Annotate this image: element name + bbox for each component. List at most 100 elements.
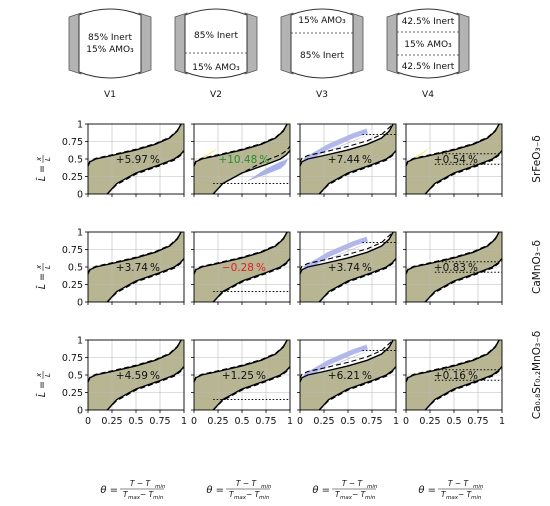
lower-modified-curve (318, 367, 397, 411)
x-tick-label: 0.5 (234, 416, 249, 427)
x-axis-label-den-sub: min (259, 495, 270, 501)
reactor-name: V1 (104, 90, 116, 100)
lower-modified-curve (424, 151, 503, 195)
x-axis-label-den-sub: min (153, 495, 164, 501)
y-tick-label: 0.25 (62, 172, 83, 183)
y-axis-label-den: L (44, 373, 52, 377)
chart-panel: −0.28 % (191, 231, 291, 305)
reactor-section-label: 15% AMO₃ (86, 45, 134, 55)
x-tick-label: 0.75 (149, 416, 170, 427)
efficiency-gain-label: +0.16 % (434, 370, 478, 382)
x-tick-label: 0.75 (361, 416, 382, 427)
upper-modified-curve (299, 231, 394, 271)
lower-modified-curve (212, 259, 291, 303)
x-tick-label: 0.5 (340, 416, 355, 427)
upper-modified-curve (405, 339, 500, 382)
x-axis-label-den-sub: max (128, 495, 141, 501)
lower-modified-curve (106, 151, 185, 195)
x-tick-label: 1 (287, 416, 293, 427)
y-tick-label: 0 (77, 406, 83, 417)
x-axis-label-den: − T (246, 490, 261, 499)
material-label: Ca₀.₈Sr₀.₂MnO₃₋δ (531, 331, 543, 419)
reactor-section-label: 85% Inert (300, 51, 344, 61)
lower-bound-curve (212, 366, 291, 411)
chart-panel: +3.74 % (297, 231, 397, 305)
y-tick-label: 0.75 (62, 353, 83, 364)
y-tick-label: 0.75 (62, 137, 83, 148)
reactor-side-left (386, 12, 400, 75)
reactor-section-label: 85% Inert (88, 33, 132, 43)
x-tick-label: 0.25 (419, 416, 440, 427)
y-axis-label-num: x (35, 264, 43, 270)
reactor-v1: 85% Inert 15% AMO₃ V1 (68, 8, 152, 100)
upper-bound-curve (299, 123, 394, 167)
upper-modified-curve (87, 123, 182, 166)
y-axis-label-lhs: L̄ = (36, 273, 48, 289)
material-label: CaMnO₃₋δ (531, 240, 543, 294)
reactor-side-left (280, 12, 294, 75)
x-tick-label: 0.25 (207, 416, 228, 427)
reactor-side-left (68, 12, 82, 75)
chart-panel: +0.83 % (403, 231, 503, 305)
reactor-v4: 42.5% Inert 15% AMO₃ 42.5% Inert V4 (386, 8, 470, 100)
efficiency-gain-label: +4.59 % (116, 370, 160, 382)
chart-panel: +0.54 % (403, 123, 503, 197)
x-tick-label: 1 (393, 416, 399, 427)
y-tick-label: 0.75 (62, 245, 83, 256)
reactor-side-right (456, 12, 470, 75)
chart-panel: +1.25 % 0 0.25 0.5 0.75 1 (191, 339, 293, 427)
efficiency-gain-label: +0.54 % (434, 154, 478, 166)
reactor-section-label: 15% AMO₃ (192, 63, 240, 73)
reactor-name: V3 (316, 90, 328, 100)
y-tick-label: 1 (77, 336, 83, 347)
upper-bound-curve (87, 231, 182, 275)
reactor-name: V2 (210, 90, 222, 100)
material-labels: SrFeO₃₋δ CaMnO₃₋δ Ca₀.₈Sr₀.₂MnO₃₋δ (531, 135, 543, 419)
lower-modified-curve (106, 259, 185, 303)
reactor-name: V4 (422, 90, 434, 100)
efficiency-gain-label: +0.83 % (434, 262, 478, 274)
x-tick-label: 0.25 (101, 416, 122, 427)
x-axis-label-num: T − T (448, 479, 470, 488)
x-axis-label-den-sub: max (234, 495, 247, 501)
x-axis-label-num-sub: min (367, 484, 378, 490)
lower-bound-curve (318, 258, 397, 303)
x-tick-label: 0 (191, 416, 197, 427)
x-axis-label-den-sub: max (446, 495, 459, 501)
lower-modified-curve (424, 367, 503, 411)
lower-bound-curve (212, 258, 291, 303)
efficiency-gain-label: +10.48 % (218, 154, 269, 166)
lower-bound-curve (106, 258, 185, 303)
upper-bound-curve (193, 339, 288, 383)
gain-region (246, 159, 289, 182)
x-axis-label-den: − T (140, 490, 155, 499)
x-axis-label-den-sub: max (340, 495, 353, 501)
x-tick-label: 0 (85, 416, 91, 427)
y-tick-label: 0.5 (68, 263, 83, 274)
lower-modified-curve (318, 151, 397, 195)
x-tick-label: 0 (403, 416, 409, 427)
x-axis-label-num: T − T (130, 479, 152, 488)
upper-modified-curve (193, 123, 288, 166)
upper-modified-curve (193, 339, 288, 382)
reactor-body (184, 8, 248, 79)
reactor-body (78, 8, 142, 79)
x-axis-label-den: T (335, 490, 341, 499)
y-axis-label-lhs: L̄ = (36, 381, 48, 397)
reactor-section-label: 42.5% Inert (402, 62, 455, 72)
y-tick-label: 0.5 (68, 371, 83, 382)
upper-bound-curve (87, 123, 182, 167)
y-axis-label-num: x (35, 156, 43, 162)
x-tick-label: 0.75 (255, 416, 276, 427)
lower-modified-curve (424, 259, 503, 303)
upper-bound-curve (193, 231, 288, 275)
x-axis-label-lhs: θ = (206, 485, 224, 496)
chart-panel: +4.59 % 0 0.25 0.5 0.75 1 0 0.25 0.5 0.75 1 (62, 336, 187, 428)
chart-panel: +7.44 % (297, 123, 397, 197)
x-axis-label-den-sub: min (471, 495, 482, 501)
